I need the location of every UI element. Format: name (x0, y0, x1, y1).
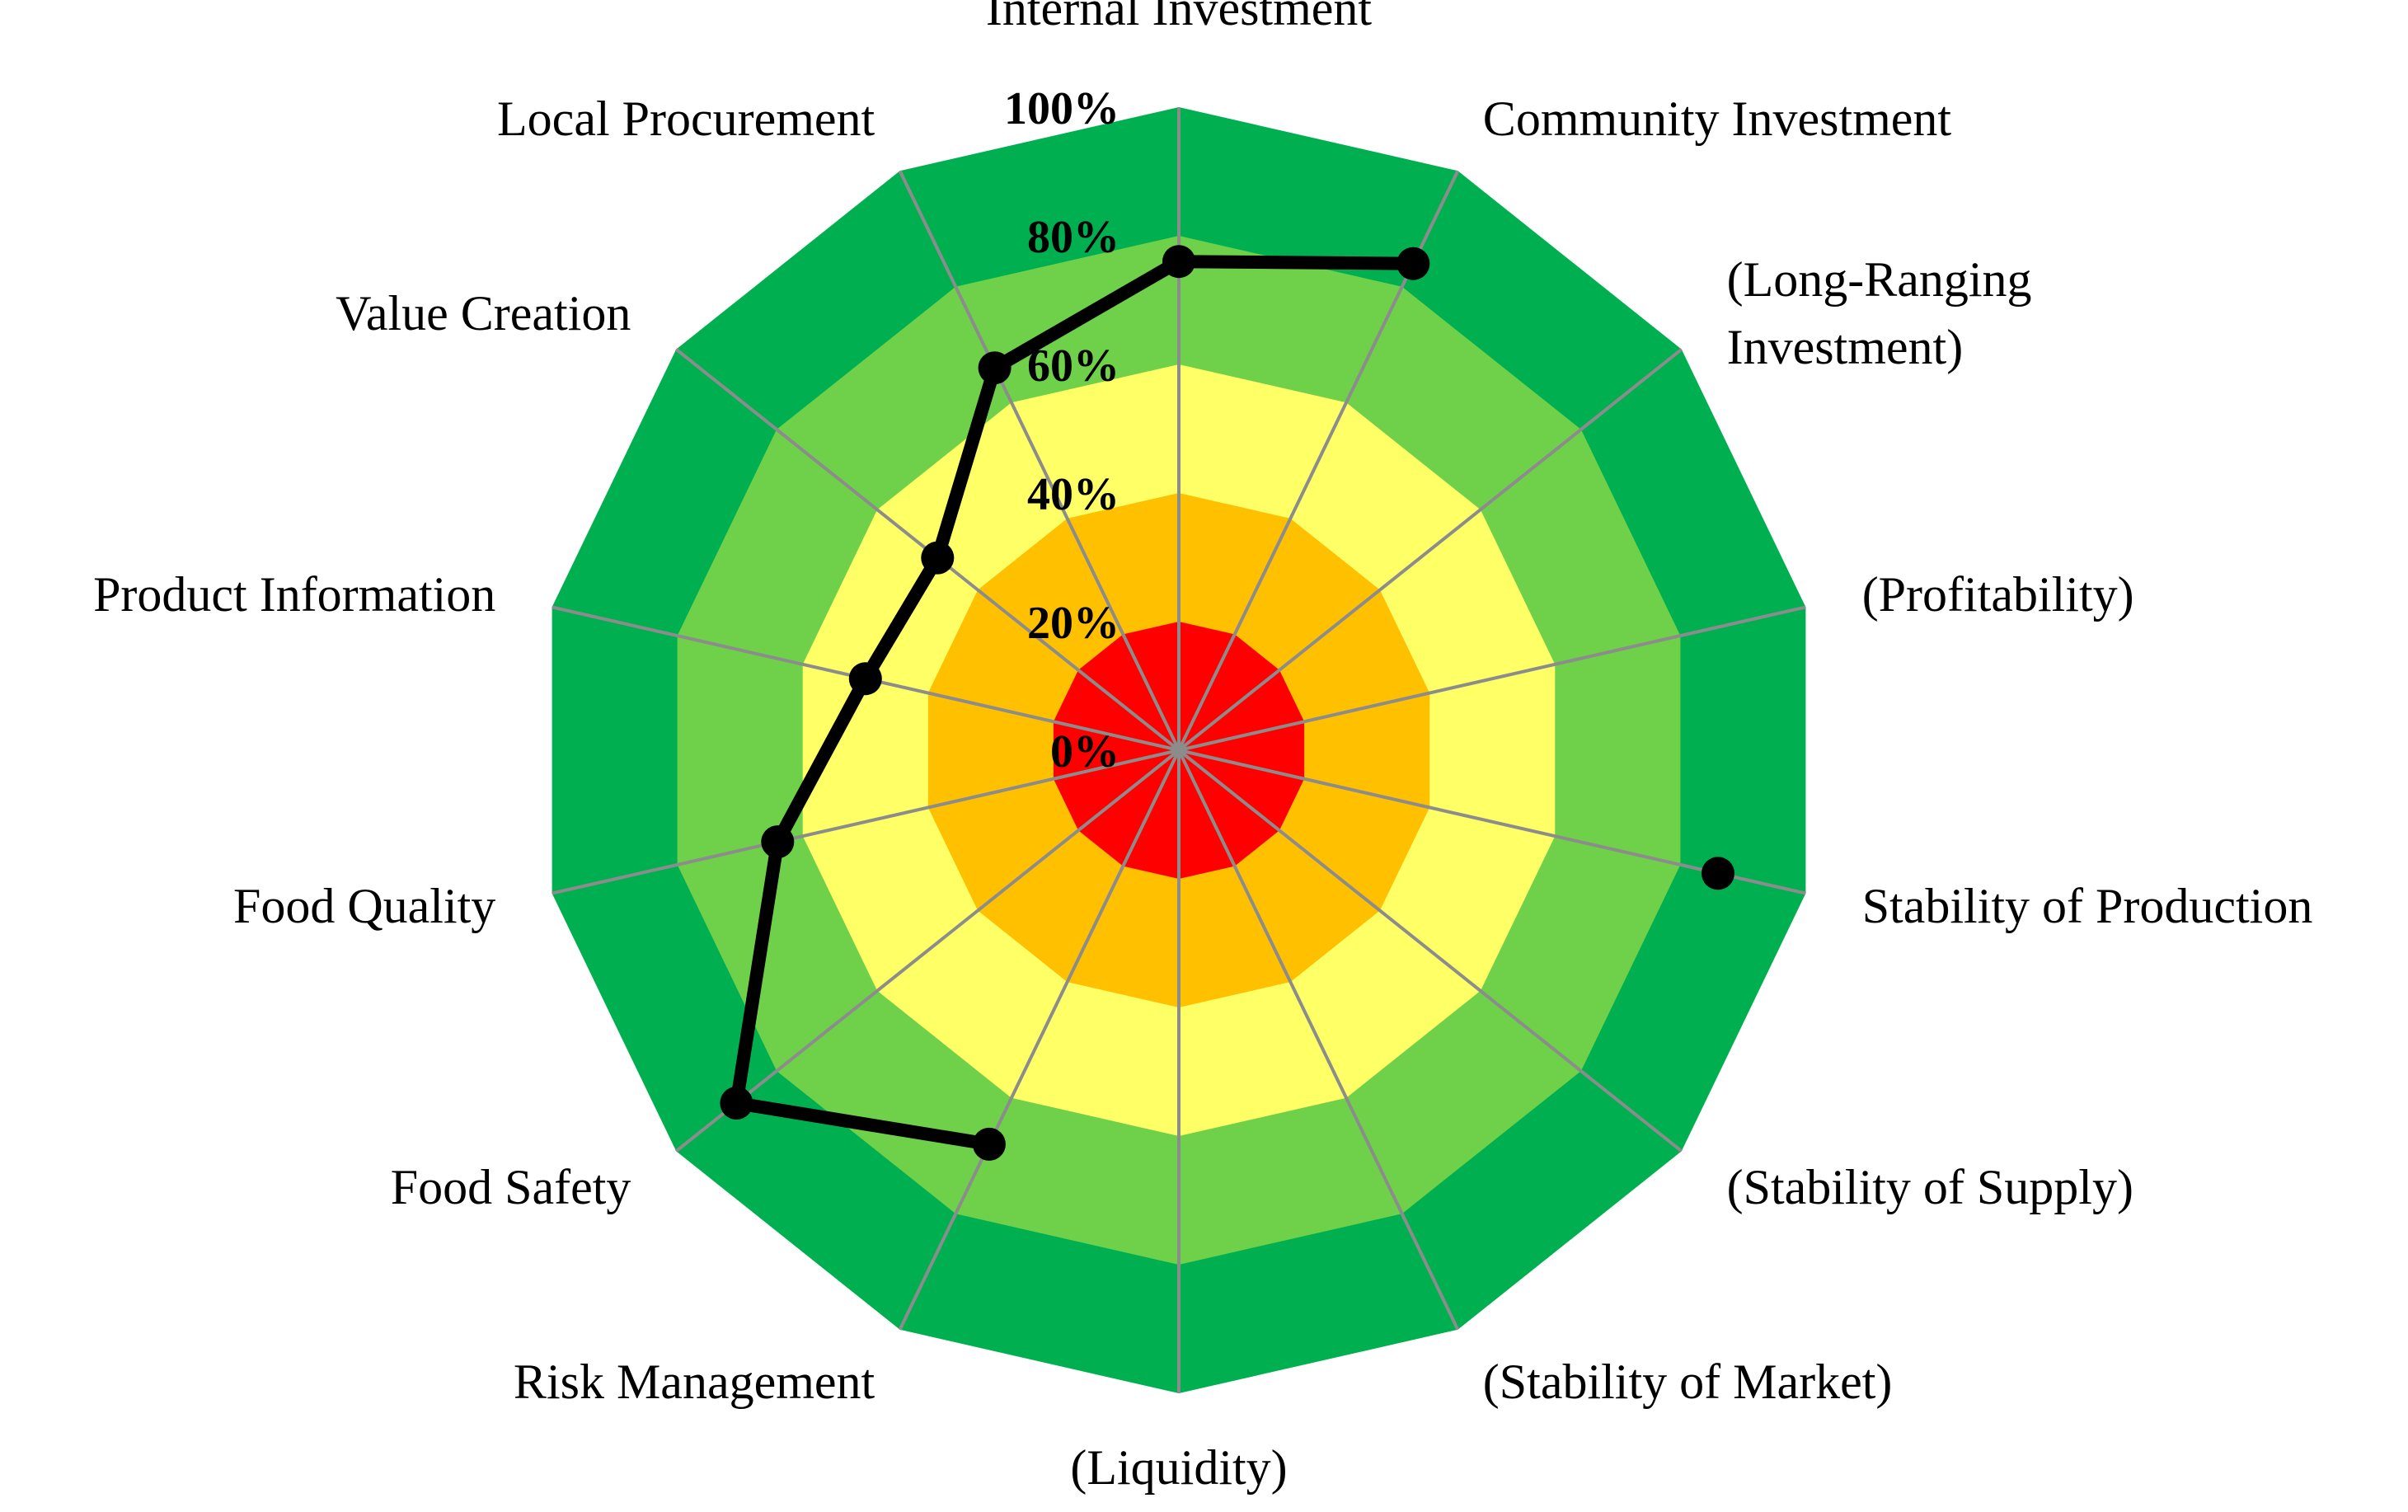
series-line (730, 255, 1420, 1151)
axis-label: Community Investment (1483, 92, 1952, 146)
tick-label: 60% (1027, 340, 1120, 392)
tick-label: 40% (1027, 469, 1120, 520)
tick-label: 20% (1027, 598, 1120, 649)
radar-spoke (1177, 348, 1683, 752)
axis-label-line: Internal Investment (986, 0, 1372, 35)
axis-label: Local Procurement (497, 92, 875, 146)
axis-label-line: Product Information (93, 567, 495, 622)
axis-label-line: Food Quality (233, 879, 495, 933)
data-point (1396, 247, 1430, 280)
radar-spoke (1177, 749, 1460, 1331)
axis-label: (Profitability) (1862, 567, 2134, 622)
axis-label-line: (Profitability) (1862, 567, 2134, 622)
axis-label: (Stability of Market) (1483, 1355, 1893, 1409)
radar-spoke (1177, 749, 1683, 1153)
radial-tick-labels: 0% 20% 40% 60% 80% 100% (1004, 83, 1120, 777)
axis-label-line: Stability of Production (1862, 879, 2313, 933)
tick-label: 0% (1050, 726, 1120, 777)
axis-label-line: Risk Management (514, 1355, 875, 1409)
data-point (1702, 857, 1734, 890)
radar-spoke (898, 170, 1181, 751)
tick-label: 100% (1004, 83, 1120, 134)
axis-label-line: (Long-Ranging (1727, 252, 2032, 307)
data-point (972, 1127, 1006, 1161)
radar-spoke (674, 749, 1181, 1153)
axis-label-line: (Liquidity) (1070, 1440, 1287, 1495)
axis-label-line: Investment) (1727, 320, 1964, 374)
axis-labels: Internal Investment Community Investment (… (93, 0, 2312, 1495)
axis-label: Product Information (93, 567, 495, 622)
axis-label: (Long-Ranging Investment) (1727, 252, 2032, 374)
axis-label: (Stability of Supply) (1727, 1160, 2133, 1214)
data-point (978, 351, 1012, 385)
radar-center (1171, 743, 1186, 758)
axis-label: Risk Management (514, 1355, 875, 1409)
radar-spoke (1178, 749, 1806, 895)
data-point (761, 825, 795, 859)
data-point (1162, 245, 1195, 279)
axis-label: Food Quality (233, 879, 495, 933)
axis-label: Food Safety (391, 1160, 631, 1214)
axis-label-line: Food Safety (391, 1160, 631, 1214)
axis-label: Stability of Production (1862, 879, 2313, 933)
axis-label: Value Creation (336, 286, 631, 340)
radar-spoke (1178, 605, 1806, 752)
axis-label-line: Community Investment (1483, 92, 1952, 146)
radar-series (720, 245, 1734, 1161)
axis-label: Internal Investment (986, 0, 1372, 35)
radar-spoke (898, 749, 1181, 1331)
tick-label: 80% (1027, 212, 1120, 263)
axis-label-line: Value Creation (336, 286, 631, 340)
axis-label: (Liquidity) (1070, 1440, 1287, 1495)
axis-label-line: Local Procurement (497, 92, 875, 146)
data-point (921, 541, 955, 575)
axis-label-line: (Stability of Supply) (1727, 1160, 2133, 1214)
axis-label-line: (Stability of Market) (1483, 1355, 1893, 1409)
radar-spoke (552, 749, 1180, 895)
data-point (848, 662, 882, 696)
data-point (720, 1087, 753, 1120)
